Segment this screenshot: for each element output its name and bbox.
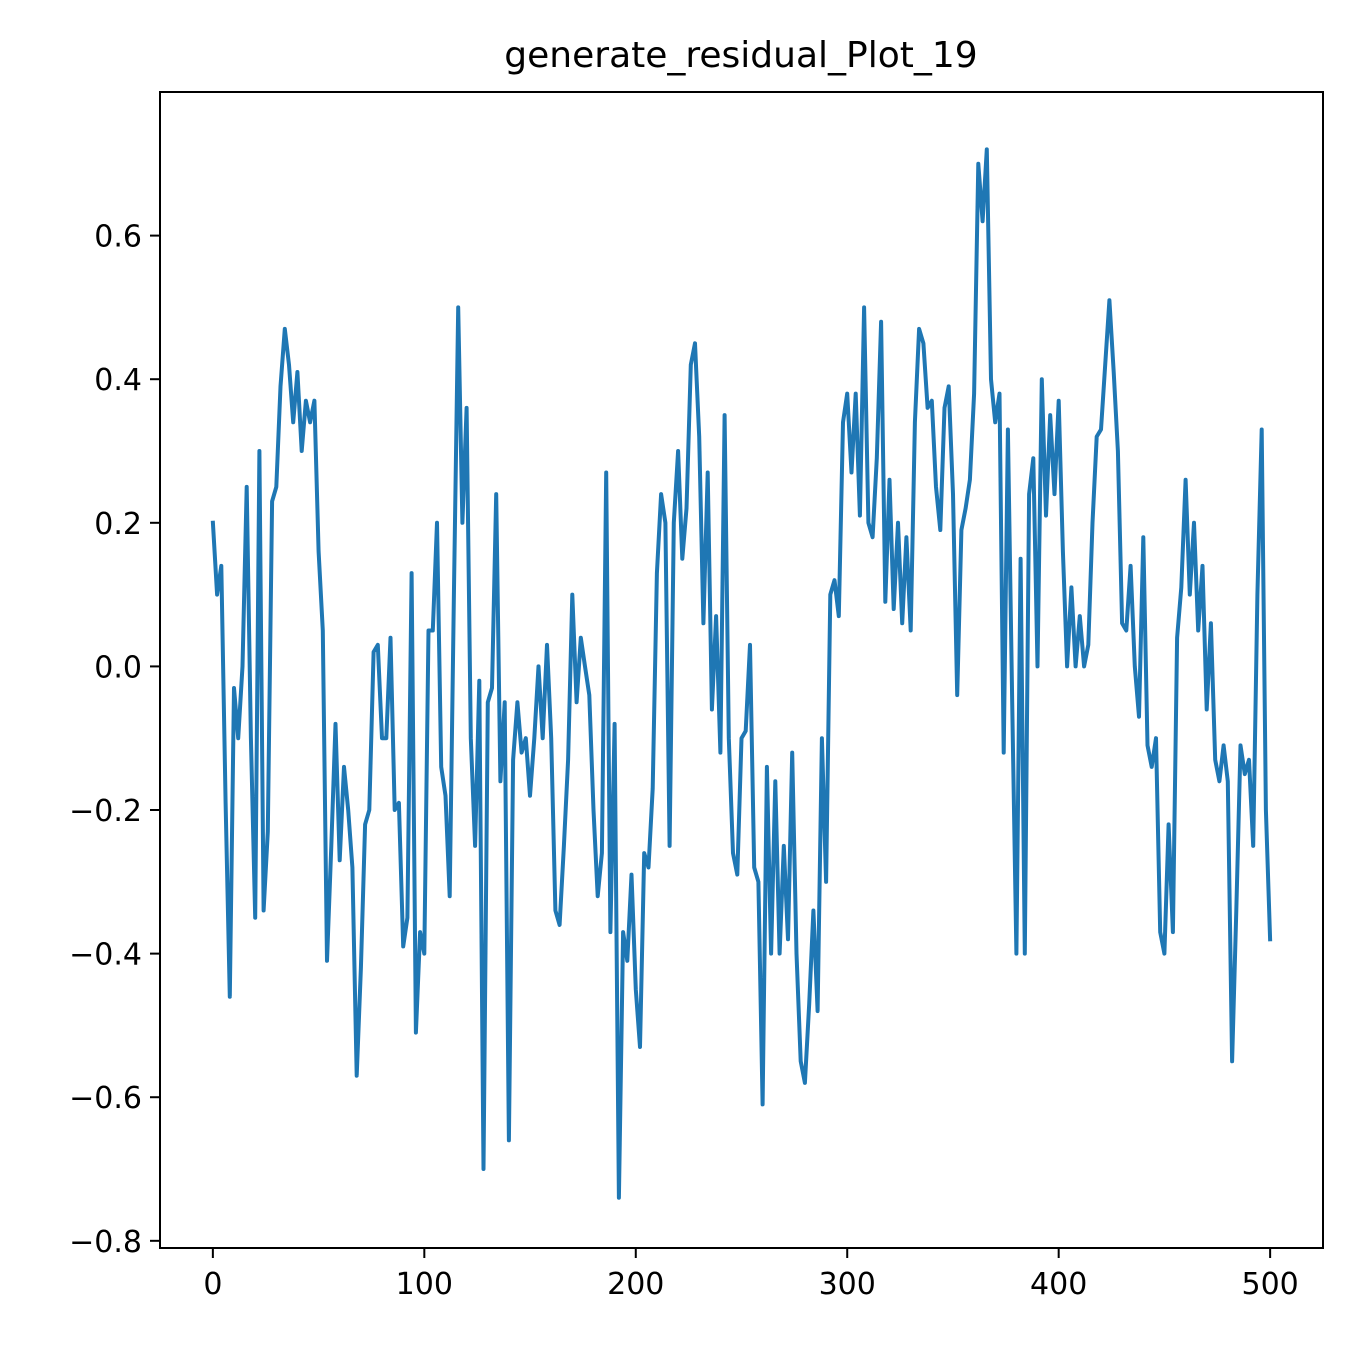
y-tick-label: −0.2 [69,794,142,829]
x-tick-label: 0 [203,1267,222,1302]
y-axis-ticks: −0.8 −0.6 −0.4 −0.2 0.0 0.2 0.4 0.6 [69,220,160,1260]
chart-title: generate_residual_Plot_19 [504,35,977,76]
x-tick-label: 300 [819,1267,876,1302]
y-tick-label: −0.4 [69,938,142,973]
y-tick-label: 0.0 [94,650,142,685]
y-tick-label: 0.6 [94,220,142,255]
x-tick-label: 100 [396,1267,453,1302]
plot-frame [159,91,1324,1249]
y-tick-label: −0.8 [69,1225,142,1260]
x-tick-label: 400 [1030,1267,1087,1302]
y-tick-label: −0.6 [69,1081,142,1116]
x-axis-ticks: 0 100 200 300 400 500 [203,1248,1299,1302]
plot-area [210,147,1273,1200]
y-tick-label: 0.4 [94,363,142,398]
x-tick-label: 500 [1242,1267,1299,1302]
y-tick-label: 0.2 [94,507,142,542]
x-tick-label: 200 [607,1267,664,1302]
series-line-residual [210,147,1273,1200]
